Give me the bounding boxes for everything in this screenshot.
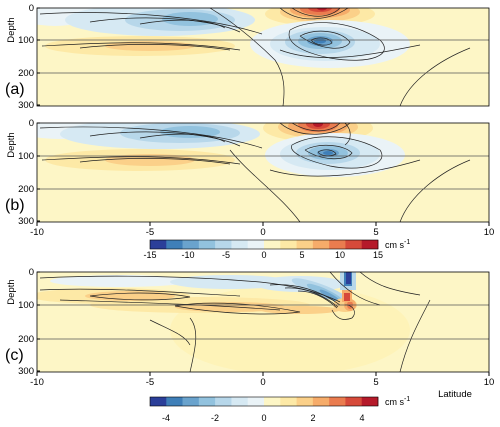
tick-label: 300 — [18, 100, 34, 111]
colorbar-swatch — [329, 397, 346, 406]
colorbar-swatch — [345, 397, 363, 406]
colorbar-unit-exponent: -1 — [404, 396, 410, 403]
colorbar-swatch — [247, 240, 265, 249]
panel-a-field — [37, 8, 410, 68]
colorbar-tick: 15 — [373, 250, 383, 260]
tick-label: 300 — [18, 366, 34, 377]
colorbar-swatch — [296, 397, 314, 406]
colorbar-swatch — [182, 240, 200, 249]
colorbar-swatch — [215, 397, 232, 406]
tick-label: 0 — [29, 118, 34, 129]
y-axis-label: Depth — [6, 279, 17, 304]
colorbar-swatch — [231, 397, 249, 406]
colorbar-swatch — [264, 397, 281, 406]
y-axis-label: Depth — [6, 132, 17, 157]
colorbar-swatch — [280, 240, 297, 249]
colorbar-swatch — [312, 397, 330, 406]
panel-a-frame — [36, 7, 490, 107]
panel-a-gridlines — [37, 39, 489, 74]
panel-c: 0 100 200 300 -10 -5 0 5 10 Depth Latitu… — [5, 267, 494, 400]
panel-label: (c) — [5, 347, 24, 364]
colorbar-swatch — [296, 240, 314, 249]
tick-label: 5 — [373, 377, 378, 388]
panel-b-gridlines — [37, 155, 489, 190]
colorbar-tick: -10 — [181, 250, 194, 260]
panel-b-yticks: 0 100 200 300 — [18, 118, 40, 227]
colorbar-tick: 10 — [335, 250, 345, 260]
colorbar-tick: 5 — [299, 250, 304, 260]
colorbar-unit-exponent: -1 — [404, 239, 410, 246]
colorbar-swatch — [345, 240, 363, 249]
colorbar-top-frame — [149, 239, 379, 250]
colorbar-tick: 0 — [261, 250, 266, 260]
colorbar-unit: cm s-1 — [385, 396, 410, 407]
colorbar-swatch — [198, 240, 216, 249]
x-axis-label: Latitude — [438, 389, 472, 400]
colorbar-bottom: -4 -2 0 2 4 cm s-1 — [149, 396, 410, 423]
panel-a-yticks: 0 100 200 300 — [18, 3, 40, 111]
panel-label: (b) — [5, 197, 25, 214]
colorbar-tick: -4 — [162, 413, 170, 423]
colorbar-bottom-frame — [149, 396, 379, 407]
tick-label: -10 — [30, 377, 44, 388]
panel-c-contours — [39, 272, 431, 372]
colorbar-tick: -2 — [211, 413, 219, 423]
panel-b-xticks: -10 -5 0 5 10 — [30, 222, 494, 238]
panel-c-xticks: -10 -5 0 5 10 — [30, 372, 494, 388]
colorbar-tick: 0 — [261, 413, 266, 423]
tick-label: 100 — [18, 35, 34, 46]
colorbar-bottom-swatches — [150, 397, 379, 406]
panel-b: 0 100 200 300 -10 -5 0 5 10 Depth (b) — [5, 118, 494, 238]
panel-label: (a) — [5, 81, 25, 98]
colorbar-swatch — [312, 240, 330, 249]
tick-label: 0 — [29, 267, 34, 278]
tick-label: 0 — [29, 3, 34, 14]
colorbar-unit: cm s-1 — [385, 239, 410, 250]
y-axis-label: Depth — [6, 17, 17, 42]
colorbar-swatch — [198, 397, 216, 406]
colorbar-top-swatches — [150, 240, 379, 249]
tick-label: 300 — [18, 216, 34, 227]
colorbar-swatch — [329, 240, 346, 249]
tick-label: 100 — [18, 300, 34, 311]
colorbar-swatch — [182, 397, 200, 406]
colorbar-swatch — [166, 240, 183, 249]
colorbar-swatch — [150, 240, 167, 249]
colorbar-swatch — [280, 397, 297, 406]
colorbar-top: -15 -10 -5 0 5 10 15 cm s-1 — [143, 239, 410, 260]
panel-a-contours — [39, 8, 471, 106]
panel-b-contours — [39, 123, 471, 222]
panel-c-gridlines — [37, 304, 489, 340]
colorbar-tick: 4 — [359, 413, 364, 423]
colorbar-swatch — [361, 397, 379, 406]
tick-label: 200 — [18, 68, 34, 79]
colorbar-swatch — [150, 397, 167, 406]
colorbar-unit-text: cm s — [385, 397, 404, 407]
tick-label: -10 — [30, 227, 44, 238]
colorbar-swatch — [166, 397, 183, 406]
tick-label: 0 — [260, 227, 265, 238]
tick-label: -5 — [146, 227, 154, 238]
colorbar-swatch — [247, 397, 265, 406]
colorbar-tick: -5 — [222, 250, 230, 260]
tick-label: 100 — [18, 151, 34, 162]
tick-label: 5 — [373, 227, 378, 238]
colorbar-unit-text: cm s — [385, 240, 404, 250]
panel-a: 0 100 200 300 Depth (a) — [5, 3, 490, 111]
colorbar-tick: 2 — [310, 413, 315, 423]
tick-label: 0 — [260, 377, 265, 388]
colorbar-swatch — [231, 240, 249, 249]
tick-label: 10 — [484, 227, 495, 238]
colorbar-swatch — [215, 240, 232, 249]
tick-label: 200 — [18, 184, 34, 195]
tick-label: 200 — [18, 334, 34, 345]
panel-c-yticks: 0 100 200 300 — [18, 267, 40, 377]
colorbar-tick: -15 — [143, 250, 156, 260]
colorbar-swatch — [361, 240, 379, 249]
tick-label: 10 — [484, 377, 495, 388]
colorbar-swatch — [264, 240, 281, 249]
tick-label: -5 — [146, 377, 154, 388]
